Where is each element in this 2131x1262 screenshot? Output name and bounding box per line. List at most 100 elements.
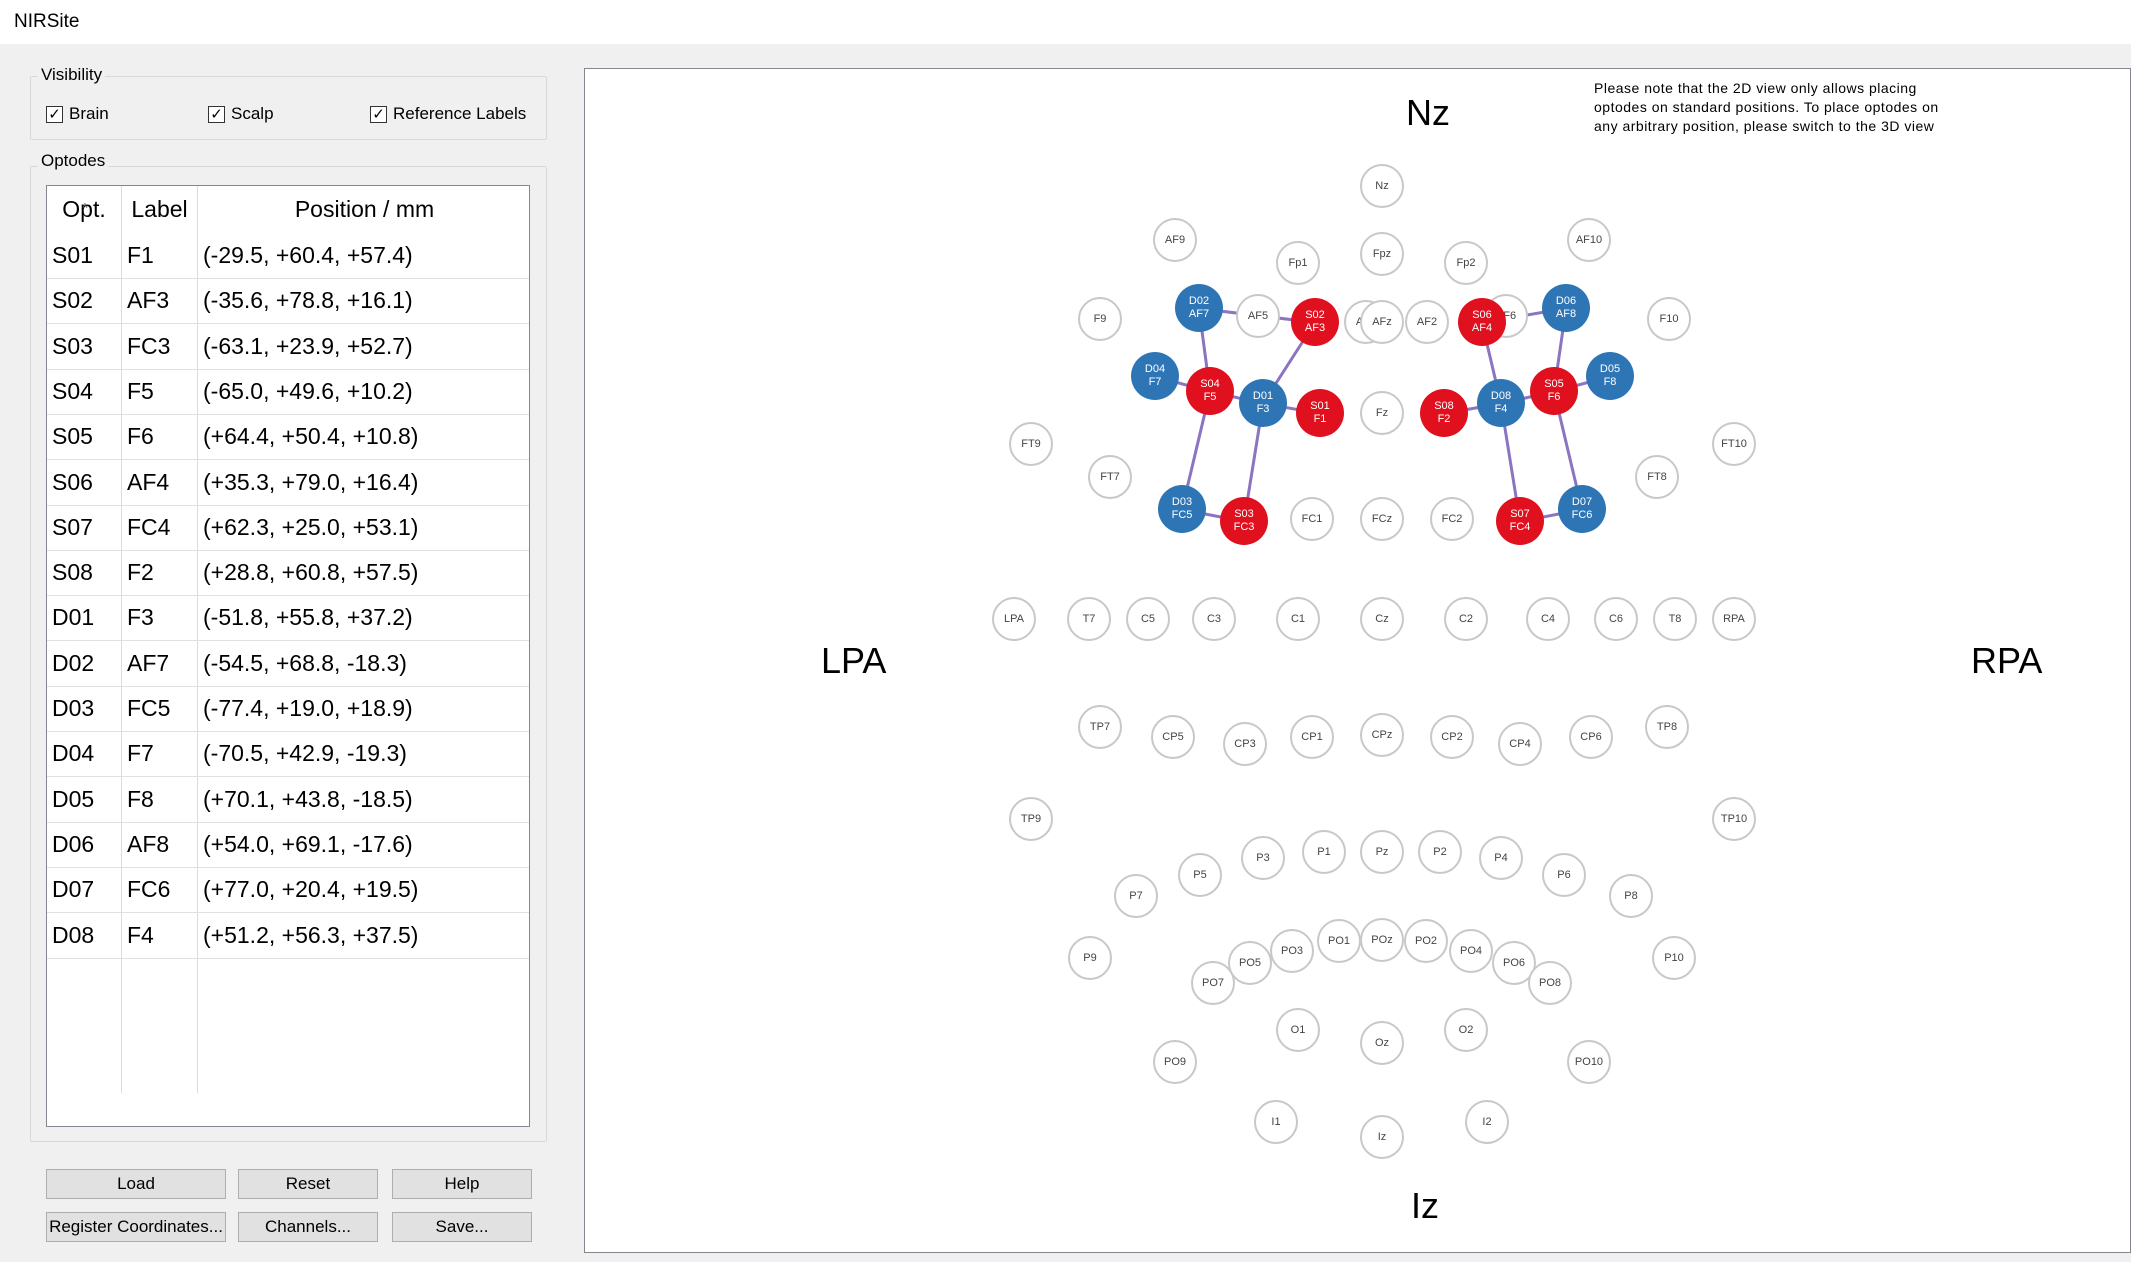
electrode-position[interactable]: T7 <box>1067 597 1111 641</box>
reset-button[interactable]: Reset <box>238 1169 378 1199</box>
column-header-label[interactable]: Label <box>131 196 188 222</box>
electrode-position[interactable]: CP5 <box>1151 715 1195 759</box>
source-optode[interactable]: S01 F1 <box>1296 389 1344 437</box>
column-header-position[interactable]: Position / mm <box>294 196 435 222</box>
table-row[interactable]: D01 F3 (-51.8, +55.8, +37.2) <box>47 595 529 642</box>
electrode-position[interactable]: TP9 <box>1009 797 1053 841</box>
electrode-position[interactable]: FCz <box>1360 497 1404 541</box>
electrode-position[interactable]: FC2 <box>1430 497 1474 541</box>
detector-optode[interactable]: D05 F8 <box>1586 352 1634 400</box>
source-optode[interactable]: S04 F5 <box>1186 367 1234 415</box>
electrode-position[interactable]: I1 <box>1254 1100 1298 1144</box>
column-header-opt[interactable]: ˄ Opt. <box>47 186 121 232</box>
electrode-position[interactable]: P8 <box>1609 874 1653 918</box>
table-row[interactable]: D03 FC5 (-77.4, +19.0, +18.9) <box>47 686 529 732</box>
detector-optode[interactable]: D03 FC5 <box>1158 485 1206 533</box>
electrode-position[interactable]: Fpz <box>1360 232 1404 276</box>
electrode-position[interactable]: F10 <box>1647 297 1691 341</box>
scalp-checkbox[interactable]: ✓ Scalp <box>208 104 274 124</box>
electrode-position[interactable]: C4 <box>1526 597 1570 641</box>
electrode-position[interactable]: PO5 <box>1228 941 1272 985</box>
electrode-position[interactable]: P10 <box>1652 936 1696 980</box>
electrode-position[interactable]: C5 <box>1126 597 1170 641</box>
electrode-position[interactable]: T8 <box>1653 597 1697 641</box>
save-button[interactable]: Save... <box>392 1212 532 1242</box>
table-row[interactable]: D05 F8 (+70.1, +43.8, -18.5) <box>47 777 529 823</box>
table-row[interactable]: D02 AF7 (-54.5, +68.8, -18.3) <box>47 641 529 687</box>
table-row[interactable]: S05 F6 (+64.4, +50.4, +10.8) <box>47 414 529 461</box>
electrode-position[interactable]: FT9 <box>1009 422 1053 466</box>
electrode-position[interactable]: Iz <box>1360 1115 1404 1159</box>
electrode-position[interactable]: P7 <box>1114 874 1158 918</box>
electrode-position[interactable]: PO10 <box>1567 1040 1611 1084</box>
electrode-position[interactable]: FT7 <box>1088 455 1132 499</box>
electrode-position[interactable]: Fp2 <box>1444 241 1488 285</box>
electrode-position[interactable]: CP3 <box>1223 722 1267 766</box>
electrode-position[interactable]: AF10 <box>1567 218 1611 262</box>
electrode-position[interactable]: C2 <box>1444 597 1488 641</box>
electrode-position[interactable]: PO2 <box>1404 919 1448 963</box>
electrode-position[interactable]: O1 <box>1276 1008 1320 1052</box>
source-optode[interactable]: S03 FC3 <box>1220 497 1268 545</box>
electrode-position[interactable]: CP1 <box>1290 715 1334 759</box>
table-row[interactable]: D06 AF8 (+54.0, +69.1, -17.6) <box>47 822 529 868</box>
electrode-position[interactable]: P3 <box>1241 836 1285 880</box>
electrode-position[interactable]: Pz <box>1360 830 1404 874</box>
source-optode[interactable]: S06 AF4 <box>1458 298 1506 346</box>
electrode-position[interactable]: FT10 <box>1712 422 1756 466</box>
electrode-position[interactable]: I2 <box>1465 1100 1509 1144</box>
channels-button[interactable]: Channels... <box>238 1212 378 1242</box>
electrode-position[interactable]: C6 <box>1594 597 1638 641</box>
load-button[interactable]: Load <box>46 1169 226 1199</box>
table-row[interactable]: S03 FC3 (-63.1, +23.9, +52.7) <box>47 324 529 370</box>
electrode-position[interactable]: PO1 <box>1317 919 1361 963</box>
reference-labels-checkbox[interactable]: ✓ Reference Labels <box>370 104 526 124</box>
electrode-position[interactable]: O2 <box>1444 1008 1488 1052</box>
detector-optode[interactable]: D07 FC6 <box>1558 485 1606 533</box>
electrode-position[interactable]: POz <box>1360 918 1404 962</box>
electrode-position[interactable]: AF9 <box>1153 218 1197 262</box>
brain-checkbox[interactable]: ✓ Brain <box>46 104 109 124</box>
electrode-position[interactable]: Oz <box>1360 1021 1404 1065</box>
table-row[interactable]: S01 F1 (-29.5, +60.4, +57.4) <box>47 233 529 279</box>
electrode-position[interactable]: C1 <box>1276 597 1320 641</box>
table-row[interactable]: D04 F7 (-70.5, +42.9, -19.3) <box>47 731 529 778</box>
source-optode[interactable]: S05 F6 <box>1530 367 1578 415</box>
electrode-position[interactable]: PO9 <box>1153 1040 1197 1084</box>
electrode-position[interactable]: P5 <box>1178 853 1222 897</box>
electrode-position[interactable]: P9 <box>1068 936 1112 980</box>
electrode-position[interactable]: AF5 <box>1236 294 1280 338</box>
table-row[interactable]: D07 FC6 (+77.0, +20.4, +19.5) <box>47 867 529 914</box>
electrode-position[interactable]: PO4 <box>1449 929 1493 973</box>
electrode-position[interactable]: F9 <box>1078 297 1122 341</box>
electrode-position[interactable]: P1 <box>1302 830 1346 874</box>
electrode-position[interactable]: TP7 <box>1078 705 1122 749</box>
table-row[interactable]: D08 F4 (+51.2, +56.3, +37.5) <box>47 913 529 959</box>
electrode-position[interactable]: P2 <box>1418 830 1462 874</box>
head-2d-view[interactable]: Please note that the 2D view only allows… <box>584 68 2131 1253</box>
electrode-position[interactable]: Cz <box>1360 597 1404 641</box>
table-row[interactable]: S08 F2 (+28.8, +60.8, +57.5) <box>47 550 529 597</box>
electrode-position[interactable]: P6 <box>1542 853 1586 897</box>
electrode-position[interactable]: Nz <box>1360 164 1404 208</box>
detector-optode[interactable]: D01 F3 <box>1239 379 1287 427</box>
help-button[interactable]: Help <box>392 1169 532 1199</box>
electrode-position[interactable]: PO8 <box>1528 961 1572 1005</box>
electrode-position[interactable]: CP4 <box>1498 722 1542 766</box>
electrode-position[interactable]: TP8 <box>1645 705 1689 749</box>
detector-optode[interactable]: D08 F4 <box>1477 379 1525 427</box>
source-optode[interactable]: S07 FC4 <box>1496 497 1544 545</box>
electrode-position[interactable]: FT8 <box>1635 455 1679 499</box>
electrode-position[interactable]: P4 <box>1479 836 1523 880</box>
electrode-position[interactable]: C3 <box>1192 597 1236 641</box>
source-optode[interactable]: S02 AF3 <box>1291 298 1339 346</box>
optodes-table[interactable]: ˄ Opt. Label Position / mm S01 F1 (-29.5, … <box>46 185 530 1127</box>
detector-optode[interactable]: D06 AF8 <box>1542 284 1590 332</box>
electrode-position[interactable]: PO3 <box>1270 929 1314 973</box>
electrode-position[interactable]: CP2 <box>1430 715 1474 759</box>
table-row[interactable]: S04 F5 (-65.0, +49.6, +10.2) <box>47 369 529 415</box>
table-row[interactable]: S02 AF3 (-35.6, +78.8, +16.1) <box>47 278 529 325</box>
detector-optode[interactable]: D04 F7 <box>1131 352 1179 400</box>
table-row[interactable]: S07 FC4 (+62.3, +25.0, +53.1) <box>47 505 529 551</box>
electrode-position[interactable]: TP10 <box>1712 797 1756 841</box>
